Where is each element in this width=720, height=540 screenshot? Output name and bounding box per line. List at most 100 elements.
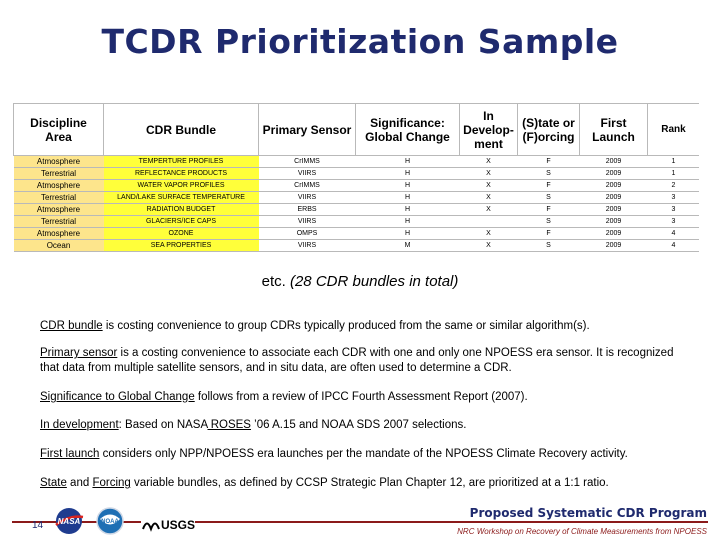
prioritization-table: Discipline Area CDR Bundle Primary Senso… bbox=[13, 103, 699, 259]
row-state-forcing: S bbox=[517, 191, 580, 204]
footer-subtitle: NRC Workshop on Recovery of Climate Meas… bbox=[457, 527, 707, 536]
row-state-forcing: F bbox=[517, 179, 580, 192]
row-rank: 3 bbox=[647, 203, 699, 216]
row-bundle: RADIATION BUDGET bbox=[103, 203, 259, 216]
table-row: Terrestrial LAND/LAKE SURFACE TEMPERATURE… bbox=[13, 191, 699, 204]
header-primary-sensor: Primary Sensor bbox=[258, 103, 356, 156]
row-sensor: CrIMMS bbox=[258, 179, 356, 192]
table-row: Ocean SEA PROPERTIES VIIRS M X S 2009 4 bbox=[13, 239, 699, 252]
slide-number: 14 bbox=[32, 520, 44, 531]
row-in-development: X bbox=[459, 155, 518, 168]
note-term: First launch bbox=[40, 448, 100, 460]
row-bundle: GLACIERS/ICE CAPS bbox=[103, 215, 259, 228]
row-bundle: REFLECTANCE PRODUCTS bbox=[103, 167, 259, 180]
row-significance: H bbox=[355, 167, 460, 180]
table-row: Atmosphere OZONE OMPS H X F 2009 4 bbox=[13, 227, 699, 240]
note-text: follows from a review of IPCC Fourth Ass… bbox=[194, 391, 528, 403]
row-in-development: X bbox=[459, 167, 518, 180]
footer-divider bbox=[12, 521, 708, 523]
row-state-forcing: S bbox=[517, 239, 580, 252]
note-text: variable bundles, as defined by CCSP Str… bbox=[130, 477, 609, 489]
note-text: and bbox=[66, 477, 93, 489]
row-significance: H bbox=[355, 155, 460, 168]
row-state-forcing: F bbox=[517, 227, 580, 240]
note-term: CDR bundle bbox=[40, 320, 103, 332]
note-term: Primary sensor bbox=[40, 347, 118, 359]
row-sensor: CrIMMS bbox=[258, 155, 356, 168]
note-text: is a costing convenience to associate ea… bbox=[40, 347, 674, 374]
row-sensor: VIIRS bbox=[258, 167, 356, 180]
row-state-forcing: S bbox=[517, 215, 580, 228]
row-sensor: VIIRS bbox=[258, 191, 356, 204]
note-term: ROSES bbox=[207, 419, 251, 431]
note-term: State bbox=[40, 477, 67, 489]
row-in-development: X bbox=[459, 227, 518, 240]
row-bundle: SEA PROPERTIES bbox=[103, 239, 259, 252]
header-significance: Significance: Global Change bbox=[355, 103, 460, 156]
table-row: Terrestrial REFLECTANCE PRODUCTS VIIRS H X S 2… bbox=[13, 167, 699, 180]
row-bundle: OZONE bbox=[103, 227, 259, 240]
note-term: Forcing bbox=[92, 477, 131, 489]
row-discipline: Terrestrial bbox=[13, 191, 104, 204]
row-significance: H bbox=[355, 203, 460, 216]
note-in-development: In development: Based on NASA ROSES ’06 … bbox=[40, 418, 690, 433]
row-sensor: VIIRS bbox=[258, 239, 356, 252]
row-first-launch: 2009 bbox=[579, 155, 648, 168]
header-cdr-bundle: CDR Bundle bbox=[103, 103, 259, 156]
nasa-logo: NASA bbox=[55, 508, 84, 534]
note-cdr-bundle: CDR bundle is costing convenience to gro… bbox=[40, 319, 690, 334]
row-discipline: Ocean bbox=[13, 239, 104, 252]
header-rank: Rank bbox=[647, 103, 699, 156]
row-significance: H bbox=[355, 179, 460, 192]
nasa-logo-text: NASA bbox=[58, 517, 81, 526]
row-significance: H bbox=[355, 191, 460, 204]
etc-lead: etc. bbox=[261, 273, 286, 290]
row-first-launch: 2009 bbox=[579, 167, 648, 180]
usgs-logo-text: USGS bbox=[161, 518, 195, 532]
row-rank: 4 bbox=[647, 239, 699, 252]
header-discipline-area: Discipline Area bbox=[13, 103, 104, 156]
row-rank: 1 bbox=[647, 167, 699, 180]
row-sensor: VIIRS bbox=[258, 215, 356, 228]
row-in-development: X bbox=[459, 179, 518, 192]
row-rank: 4 bbox=[647, 227, 699, 240]
header-first-launch: First Launch bbox=[579, 103, 648, 156]
row-discipline: Atmosphere bbox=[13, 155, 104, 168]
slide-title: TCDR Prioritization Sample bbox=[101, 22, 619, 61]
footer-program-title: Proposed Systematic CDR Program bbox=[469, 506, 707, 520]
note-text: : Based on NASA bbox=[118, 419, 208, 431]
noaa-logo-text: NOAA bbox=[101, 519, 119, 525]
etc-text: (28 CDR bundles in total) bbox=[289, 273, 459, 290]
row-rank: 3 bbox=[647, 191, 699, 204]
note-state-forcing: State and Forcing variable bundles, as d… bbox=[40, 476, 690, 491]
row-first-launch: 2009 bbox=[579, 239, 648, 252]
row-discipline: Atmosphere bbox=[13, 227, 104, 240]
row-bundle: TEMPERTURE PROFILES bbox=[103, 155, 259, 168]
row-first-launch: 2009 bbox=[579, 203, 648, 216]
row-state-forcing: S bbox=[517, 167, 580, 180]
header-state-or-forcing: (S)tate or (F)orcing bbox=[517, 103, 580, 156]
row-in-development: X bbox=[459, 203, 518, 216]
table-body: Atmosphere TEMPERTURE PROFILES CrIMMS H X F 20… bbox=[13, 155, 699, 252]
row-first-launch: 2009 bbox=[579, 227, 648, 240]
row-state-forcing: F bbox=[517, 203, 580, 216]
row-bundle: WATER VAPOR PROFILES bbox=[103, 179, 259, 192]
note-primary-sensor: Primary sensor is a costing convenience … bbox=[40, 346, 690, 376]
table-row: Atmosphere RADIATION BUDGET ERBS H X F 2009 3 bbox=[13, 203, 699, 216]
table-header-row: Discipline Area CDR Bundle Primary Senso… bbox=[13, 103, 699, 156]
row-discipline: Atmosphere bbox=[13, 203, 104, 216]
usgs-logo: USGS bbox=[141, 514, 195, 536]
table-row: Atmosphere WATER VAPOR PROFILES CrIMMS H X F 2… bbox=[13, 179, 699, 192]
row-first-launch: 2009 bbox=[579, 191, 648, 204]
row-significance: H bbox=[355, 227, 460, 240]
row-in-development: X bbox=[459, 239, 518, 252]
row-discipline: Atmosphere bbox=[13, 179, 104, 192]
row-sensor: OMPS bbox=[258, 227, 356, 240]
table-row: Atmosphere TEMPERTURE PROFILES CrIMMS H X F 20… bbox=[13, 155, 699, 168]
note-significance: Significance to Global Change follows fr… bbox=[40, 390, 690, 405]
header-in-development: In Develop-ment bbox=[459, 103, 518, 156]
row-discipline: Terrestrial bbox=[13, 215, 104, 228]
row-in-development bbox=[459, 215, 518, 228]
row-sensor: ERBS bbox=[258, 203, 356, 216]
note-first-launch: First launch considers only NPP/NPOESS e… bbox=[40, 447, 690, 462]
